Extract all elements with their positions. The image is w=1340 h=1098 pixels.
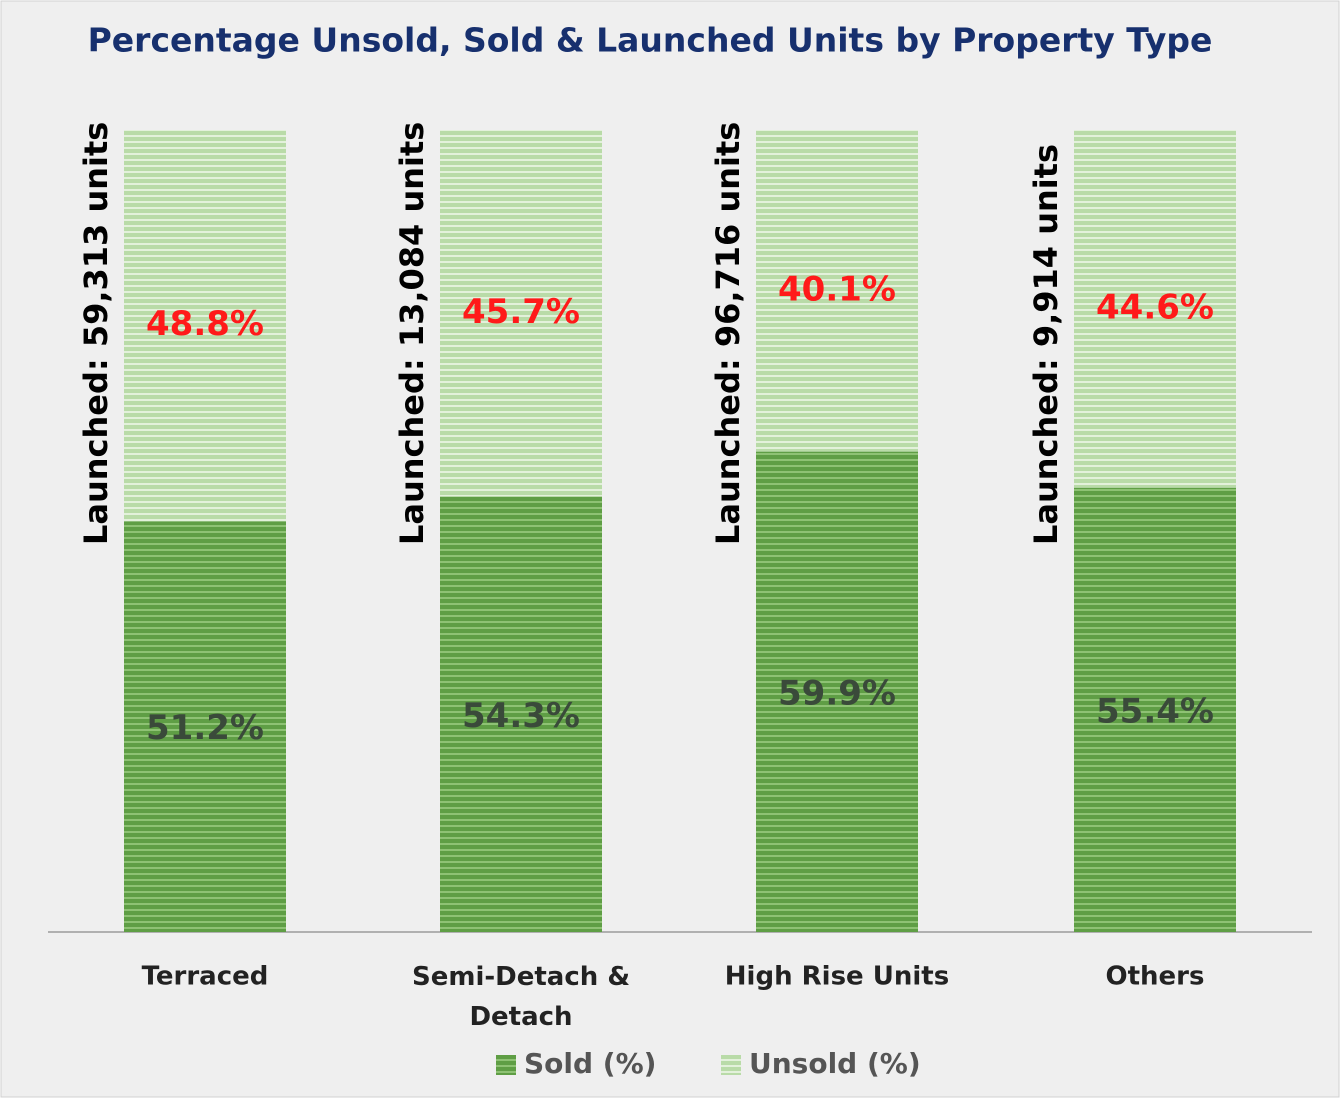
legend-label: Sold (%) [524, 1047, 656, 1080]
x-tick-label-line: Detach [469, 1002, 572, 1032]
x-tick-label: Terraced [142, 962, 269, 992]
bar-segment [756, 451, 918, 932]
bar-segment [440, 496, 602, 932]
value-label: 48.8% [146, 304, 264, 344]
value-label: 51.2% [146, 708, 264, 748]
value-label: 45.7% [462, 292, 580, 332]
value-label: 54.3% [462, 696, 580, 736]
bar-segment [1074, 487, 1236, 932]
value-label: 59.9% [778, 673, 896, 713]
launched-annotation: Launched: 9,914 units [1027, 144, 1065, 545]
launched-annotation: Launched: 59,313 units [77, 122, 115, 545]
chart-title: Percentage Unsold, Sold & Launched Units… [88, 21, 1213, 60]
bar-segment [1074, 130, 1236, 488]
bar-segment [440, 130, 602, 497]
value-label: 55.4% [1096, 691, 1214, 731]
x-tick-label: Semi-Detach & Detach [412, 962, 630, 1032]
launched-annotation: Launched: 96,716 units [709, 122, 747, 545]
value-label: 40.1% [778, 269, 896, 309]
bar-segment [124, 521, 286, 932]
x-tick-label: High Rise Units [725, 962, 949, 992]
legend-swatch [496, 1055, 516, 1075]
x-tick-label: Others [1106, 962, 1205, 992]
legend-swatch [721, 1055, 741, 1075]
value-label: 44.6% [1096, 287, 1214, 327]
legend-label: Unsold (%) [749, 1047, 921, 1080]
bar-segment [124, 130, 286, 522]
bar-segment [756, 130, 918, 452]
launched-annotation: Launched: 13,084 units [393, 122, 431, 545]
x-tick-label-line: Semi-Detach & [412, 962, 630, 992]
